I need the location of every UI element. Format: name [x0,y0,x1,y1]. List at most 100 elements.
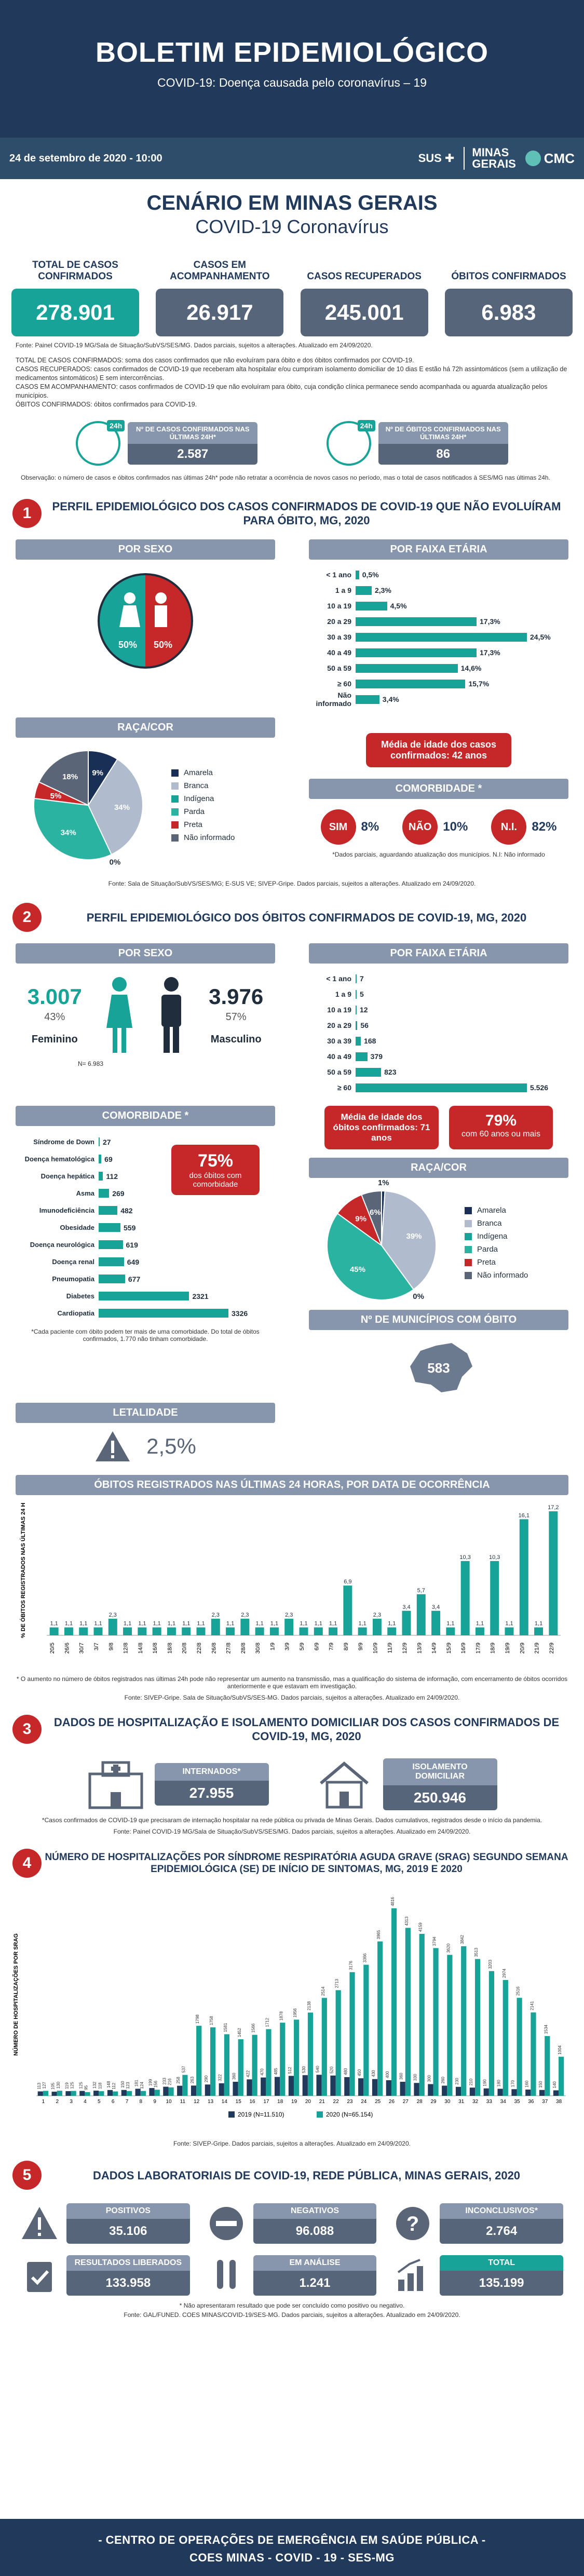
female-icon [124,592,135,604]
bar-value: 3,4% [382,695,399,704]
bar [49,1628,59,1636]
bar-label: < 1 ano [326,974,351,983]
bar-label: Asma [76,1189,94,1198]
bar-value: 181 [134,2080,139,2087]
bar [391,1908,397,2096]
x-tick-label: 30 [444,2099,451,2105]
bar-row: Doença neurológica 619 [16,1236,275,1253]
bar-label: Síndrome de Down [33,1138,94,1146]
legend-label: Não informado [184,833,235,843]
kpi-value: 245.001 [300,289,428,337]
bar-value: 5.526 [530,1083,549,1092]
kpi-row: TOTAL DE CASOS CONFIRMADOS 278.901 CASOS… [0,251,584,337]
last24-value: 86 [378,444,508,465]
kpi-label: CASOS EM ACOMPANHAMENTO [170,260,270,282]
bar-value: 1566 [251,2024,256,2033]
bar [488,1971,495,2096]
x-tick-label: 22/8 [196,1643,202,1653]
pie-slice [327,1213,415,1301]
kpi-value: 278.901 [11,289,139,337]
female-label: Feminino [31,1034,78,1046]
bar-value: 12 [360,1006,368,1014]
bar-value: 4,5% [390,602,407,611]
pie-slice [87,758,143,856]
bar-value: 56 [360,1021,369,1030]
x-tick-label: 27 [403,2099,409,2105]
section3-note: *Casos confirmados de COVID-19 que preci… [42,1816,542,1824]
bar-value: 3176 [349,1961,354,1970]
bar [545,2036,550,2096]
bar-row: Não informado 3,4% [309,691,568,708]
bar-label: Doença renal [52,1258,94,1266]
bar-value: 27 [103,1137,111,1146]
bar [261,2078,266,2096]
pie-label: 39% [406,1232,422,1241]
x-tick-label: 13 [208,2099,214,2105]
bar [191,2085,197,2096]
lab-box: NEGATIVOS 96.088 [253,2203,377,2244]
lab-box: EM ANÁLISE 1.241 [253,2255,377,2296]
bar [43,2091,49,2096]
last24-box: Nº DE ÓBITOS CONFIRMADOS NAS ÚLTIMAS 24H… [378,422,508,465]
clock-24h-icon [76,420,125,466]
bar [356,632,527,642]
bar-value: 140 [552,2081,557,2089]
bar-value: 14,6% [460,664,482,673]
x-tick-label: 4 [84,2099,87,2105]
bar [356,1021,358,1030]
bar-value: 2,3 [285,1612,293,1618]
bar-value: 537 [181,2066,186,2073]
lab-value: 2.764 [440,2219,563,2244]
section-title: NÚMERO DE HOSPITALIZAÇÕES POR SÍNDROME R… [45,1851,568,1875]
bar [531,2012,536,2096]
bar-value: 5,7 [417,1588,425,1594]
bar-value: 112 [112,2083,116,2090]
bar [205,2084,210,2096]
bar-row: Cardiopatia 3326 [16,1305,275,1322]
bar [126,2091,132,2096]
clock-24h-icon [326,420,375,466]
bar-value: 125 [70,2082,75,2089]
legend-label: Indígena [184,794,214,804]
lab-box: POSITIVOS 35.106 [66,2203,190,2244]
bar-value: 1758 [209,2016,214,2025]
s1-race-panel: RAÇA/COR 9% 34% 0% 34% 5% 18% Amarela Branca In… [16,717,275,873]
panel-title: LETALIDADE [16,1403,275,1423]
kpi-label: ÓBITOS CONFIRMADOS [451,271,566,282]
bar [356,570,359,579]
bar-label: 1 a 9 [335,586,351,595]
x-tick-label: 25 [375,2099,381,2105]
x-tick-label: 16/9 [460,1643,467,1653]
legend-label: Branca [184,781,209,791]
bar-value: 3620 [446,1944,451,1953]
bar-value: 1,1 [476,1621,484,1627]
bar [358,1628,367,1636]
bar-row: 30 a 39 24,5% [309,629,568,645]
bar [356,695,379,704]
panel-title: POR FAIXA ETÁRIA [309,943,568,964]
bar [511,2089,517,2096]
bar-value: 4313 [404,1917,409,1926]
lab-label: RESULTADOS LIBERADOS [66,2255,190,2271]
bar-value: 1712 [265,2018,269,2027]
lab-in-analysis: EM ANÁLISE 1.241 [208,2255,377,2296]
bar [358,2078,364,2096]
bar [99,1275,125,1284]
bar [247,2079,252,2096]
median-age-box: Média de idade dos casos confirmados: 42… [366,733,511,768]
bar-row: Obesidade 559 [16,1219,275,1236]
bar [252,2035,257,2096]
pie-label: 6% [370,1208,381,1217]
bar [255,1628,264,1636]
observation: Observação: o número de casos e óbitos c… [21,474,550,482]
bar [356,1083,527,1092]
sex-deaths: 3.007 43% Feminino 3.976 57% Masculino [16,976,275,1054]
bar-value: 127 [42,2082,47,2089]
x-tick-label: 16 [249,2099,255,2105]
bar [553,2090,559,2096]
race-pie-wrap: 9% 34% 0% 34% 5% 18% Amarela Branca Indígena Par… [16,738,275,873]
bar-value: 1,1 [255,1621,263,1627]
bar-value: 16,1 [519,1513,529,1519]
bar-row: 50 a 59 14,6% [309,660,568,676]
